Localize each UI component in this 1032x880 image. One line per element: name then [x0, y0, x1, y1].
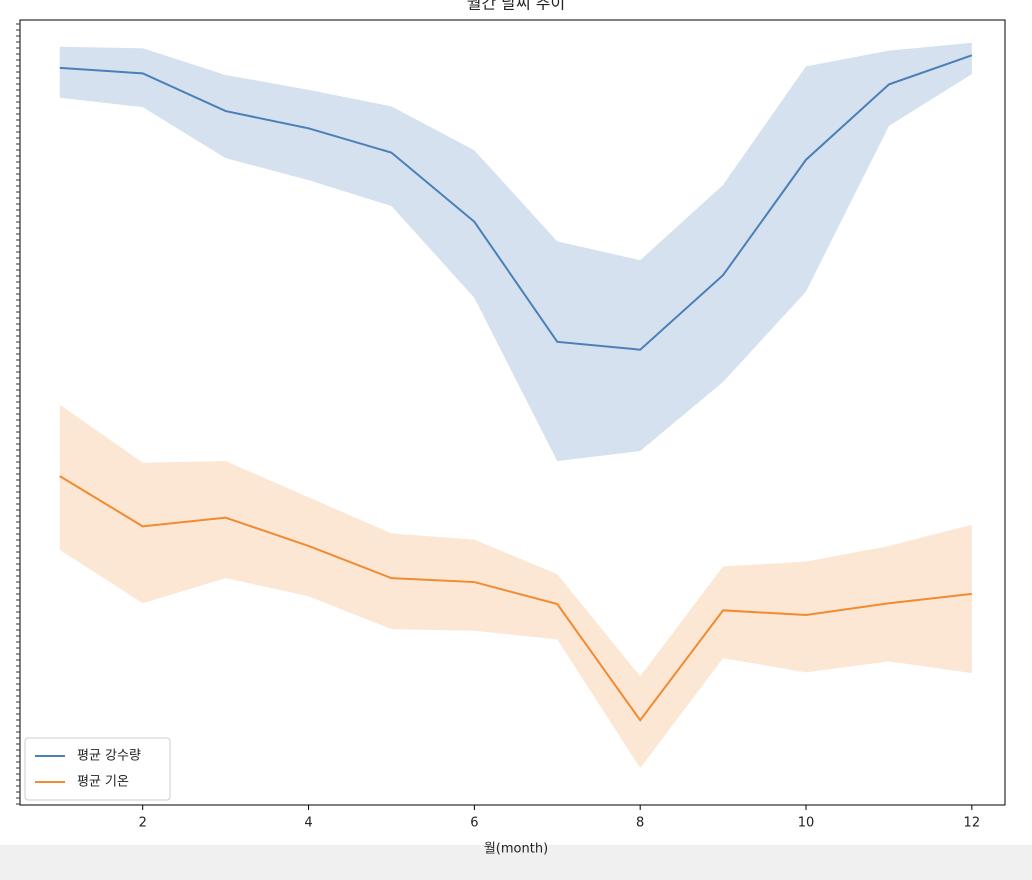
chart-title: 월간 날씨 추이: [467, 0, 566, 13]
legend-label: 평균 강수량: [77, 749, 141, 764]
confidence-band: [59, 42, 972, 462]
legend-box: [24, 737, 171, 801]
plot-frame: [19, 19, 1006, 806]
series-line: [59, 54, 973, 351]
x-tick-label: 8: [636, 816, 644, 831]
confidence-band: [59, 404, 972, 769]
x-tick-label: 12: [964, 816, 981, 831]
x-tick-label: 10: [798, 816, 815, 831]
footer-strip: [0, 845, 1032, 880]
series-line: [59, 475, 972, 722]
x-tick-label: 6: [470, 816, 478, 831]
x-tick-label: 4: [304, 816, 312, 831]
x-tick-label: 2: [139, 816, 147, 831]
x-axis-label: 월(month): [484, 842, 548, 857]
legend-label: 평균 기온: [77, 775, 129, 790]
